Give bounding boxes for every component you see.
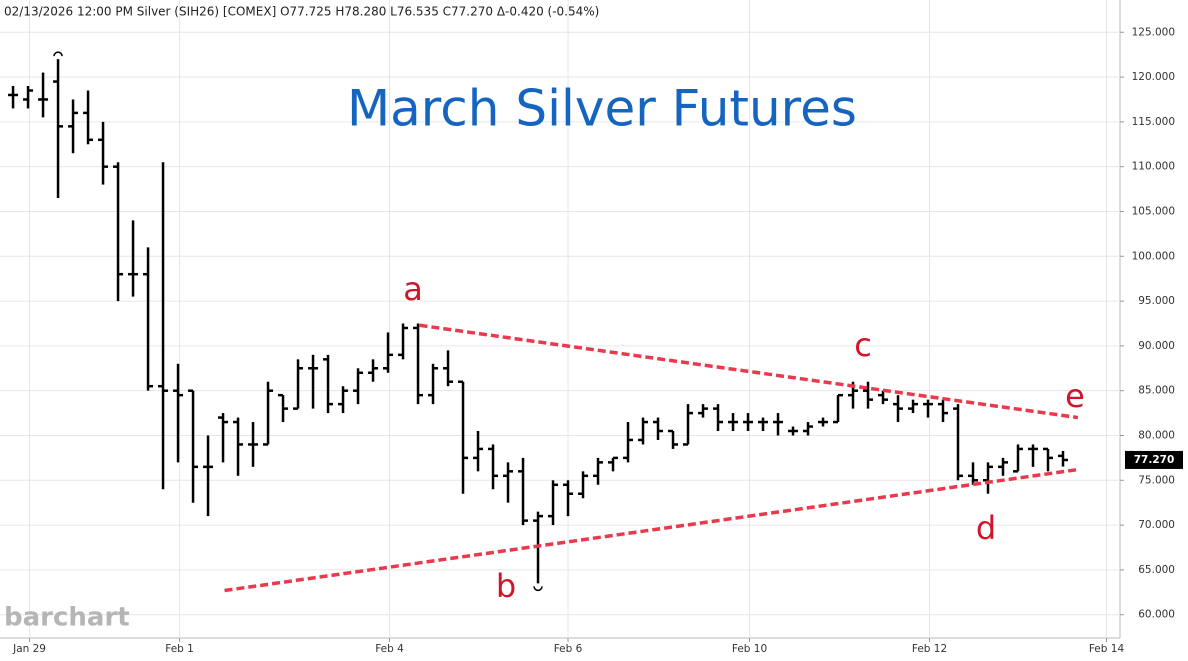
- y-tick-label: 110.000: [1132, 161, 1175, 173]
- y-tick-label: 80.000: [1138, 429, 1175, 441]
- x-tick-label: Jan 29: [12, 643, 46, 655]
- y-tick-label: 120.000: [1132, 71, 1175, 83]
- y-tick-label: 115.000: [1132, 116, 1175, 128]
- trendline: [419, 323, 1079, 420]
- y-tick-label: 65.000: [1138, 564, 1175, 576]
- wave-label: a: [403, 270, 423, 308]
- wave-label: b: [496, 567, 516, 605]
- last-price-label: 77.270: [1134, 454, 1175, 466]
- watermark: barchart: [4, 603, 130, 633]
- chart-title: March Silver Futures: [347, 80, 857, 138]
- last-price-box: [1125, 450, 1183, 469]
- y-tick-label: 95.000: [1138, 295, 1175, 307]
- high-marker: [53, 51, 63, 57]
- x-tick-label: Feb 14: [1089, 643, 1125, 655]
- y-tick-label: 85.000: [1138, 385, 1175, 397]
- x-tick-label: Feb 12: [912, 643, 947, 655]
- y-tick-label: 90.000: [1138, 340, 1175, 352]
- x-tick-label: Feb 1: [165, 643, 194, 655]
- wave-label: d: [976, 509, 996, 547]
- y-tick-label: 70.000: [1138, 519, 1175, 531]
- y-tick-label: 60.000: [1138, 609, 1175, 621]
- y-tick-label: 75.000: [1138, 474, 1175, 486]
- y-tick-label: 100.000: [1132, 250, 1175, 262]
- y-tick-label: 105.000: [1132, 205, 1175, 217]
- x-tick-label: Feb 4: [375, 643, 404, 655]
- y-tick-label: 125.000: [1132, 26, 1175, 38]
- wave-label: e: [1065, 377, 1085, 415]
- x-tick-label: Feb 10: [732, 643, 767, 655]
- wave-label: c: [854, 326, 872, 364]
- header: 02/13/2026 12:00 PM Silver (SIH26) [COME…: [4, 5, 599, 19]
- low-marker: [533, 586, 543, 592]
- x-tick-label: Feb 6: [554, 643, 583, 655]
